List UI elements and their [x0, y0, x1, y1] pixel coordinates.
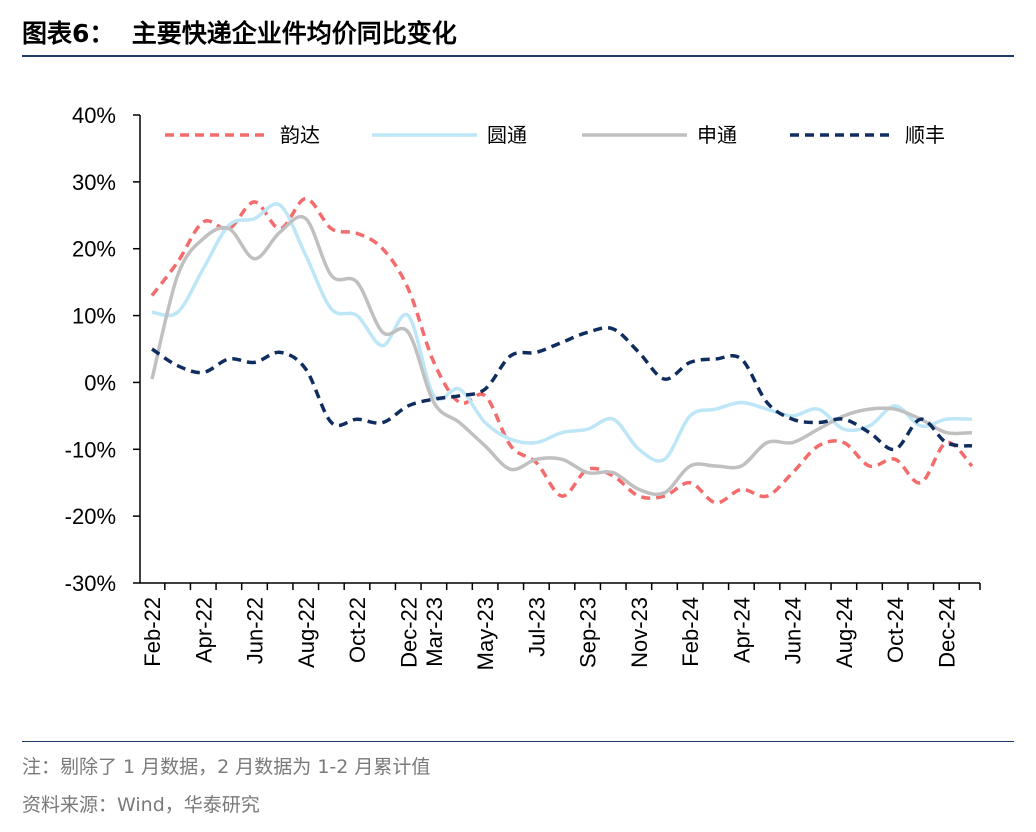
footer-divider — [22, 741, 1014, 742]
y-tick-label: 20% — [72, 237, 116, 262]
x-tick-label: Apr-24 — [729, 597, 754, 663]
x-tick-label: Jun-24 — [781, 597, 806, 664]
x-tick-label: Dec-22 — [396, 597, 421, 668]
footnote: 注：剔除了 1 月数据，2 月数据为 1-2 月累计值 — [22, 756, 431, 778]
x-tick-label: Jun-22 — [243, 597, 268, 664]
line-chart: 40% 30% 20% 10% 0% -10% -20% -30% Feb-22 Apr-22 Ju… — [65, 103, 981, 670]
legend-label: 韵达 — [280, 123, 320, 147]
series-line-韵达 — [150, 196, 974, 505]
y-tick-label: -30% — [65, 571, 116, 596]
y-tick-label: -10% — [65, 437, 116, 462]
x-tick-label: Sep-23 — [576, 597, 601, 668]
x-tick-label: Nov-23 — [627, 597, 652, 668]
x-tick-label: Apr-22 — [191, 597, 216, 663]
x-tick-label: Mar-23 — [422, 597, 447, 667]
x-tick-label: Oct-22 — [345, 597, 370, 663]
y-tick-label: 10% — [72, 304, 116, 329]
series-line-申通 — [150, 214, 973, 497]
series-line-圆通 — [151, 202, 973, 463]
y-tick-label: 0% — [84, 370, 116, 395]
figure-title: 图表6： 主要快递企业件均价同比变化 — [22, 19, 457, 48]
x-tick-label: May-23 — [473, 597, 498, 670]
x-tick-label: Aug-22 — [294, 597, 319, 668]
title-divider — [22, 55, 1014, 57]
legend-label: 圆通 — [487, 123, 527, 147]
y-tick-label: 30% — [72, 170, 116, 195]
series-line-顺丰 — [151, 325, 973, 452]
x-tick-label: Oct-24 — [883, 597, 908, 663]
y-tick-label: -20% — [65, 504, 116, 529]
x-tick-label: Feb-24 — [678, 597, 703, 667]
x-tick-label: Jul-23 — [524, 597, 549, 657]
x-tick-label: Dec-24 — [934, 597, 959, 668]
x-tick-label: Aug-24 — [832, 597, 857, 668]
legend-label: 申通 — [697, 123, 737, 147]
source-note: 资料来源：Wind，华泰研究 — [22, 794, 260, 816]
x-tick-label: Feb-22 — [140, 597, 165, 667]
plot-area: 40% 30% 20% 10% 0% -10% -20% -30% Feb-22 Apr-22 Ju… — [65, 103, 981, 670]
y-tick-label: 40% — [72, 103, 116, 128]
legend-label: 顺丰 — [905, 123, 945, 147]
